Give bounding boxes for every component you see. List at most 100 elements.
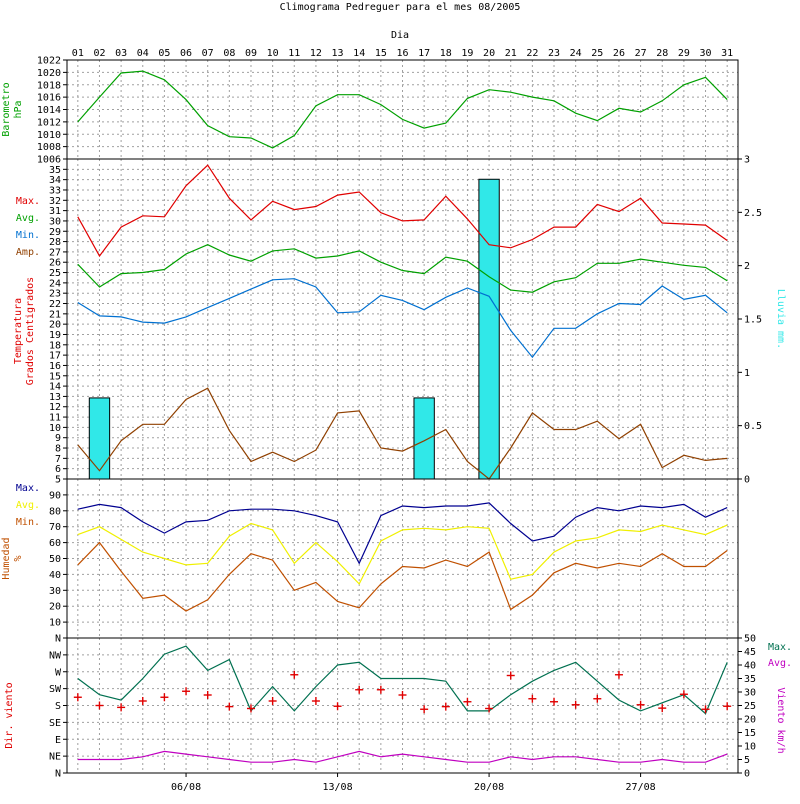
y2-tick-label: 40	[744, 661, 756, 672]
y-axis-title-temperature: Grados Centigrados	[25, 277, 36, 385]
y-tick-label: 23	[49, 289, 61, 300]
rain-bar-day-17	[413, 397, 435, 480]
day-label-25: 25	[591, 48, 603, 59]
wind-direction-marker	[485, 704, 494, 713]
day-label-29: 29	[678, 48, 690, 59]
y-axis-title-humidity: %	[13, 555, 24, 561]
y-tick-label: 16	[49, 361, 61, 372]
wind-direction-marker	[268, 697, 277, 705]
day-label-20: 20	[483, 48, 495, 59]
day-label-10: 10	[267, 48, 279, 59]
y-tick-label: 33	[49, 185, 61, 196]
day-label-17: 17	[418, 48, 430, 59]
wind-direction-marker	[225, 702, 234, 711]
legend-humidity: Max. Avg. Min.	[16, 483, 40, 528]
legend-temperature-min: Min.	[16, 230, 40, 241]
panel-humidity: 10 20 30 40 50 60 70 80 90 Max. Avg. Min. Humedad%	[1, 478, 739, 639]
wind-direction-marker	[160, 693, 169, 702]
legend-humidity-min: Min.	[16, 517, 40, 528]
y-ticks-wind: N NE E SE S SW W NW N 0 5 10 15 20 25 30 35 40 45 50	[49, 634, 756, 780]
wind-direction-marker	[463, 697, 472, 706]
legend-wind: Max. Avg.	[768, 642, 792, 669]
day-label-23: 23	[548, 48, 560, 59]
y-tick-label: SW	[49, 684, 62, 695]
wind-direction-marker	[138, 697, 147, 705]
day-label-24: 24	[570, 48, 582, 59]
rain-bar-day-20	[478, 178, 500, 480]
wind-direction-marker	[614, 670, 623, 679]
day-label-14: 14	[353, 48, 365, 59]
y-tick-label: 70	[49, 522, 61, 533]
wind-direction-marker	[441, 702, 450, 711]
day-label-11: 11	[288, 48, 300, 59]
y-axis-title-humidity: Humedad	[1, 537, 12, 579]
y2-tick-label: 0	[744, 475, 750, 486]
panel-frame-wind	[66, 637, 739, 774]
day-labels-top: 01 02 03 04 05 06 07 08 09 10 11 12 13 14 15 16 17 18 19 20…	[72, 48, 733, 59]
y-tick-label: 60	[49, 538, 61, 549]
wind-direction-marker	[679, 690, 688, 699]
date-label-27-08: 27/08	[626, 782, 656, 793]
y2-tick-label: 20	[744, 715, 756, 726]
legend-temperature: Max. Avg. Min. Amp.	[16, 196, 40, 258]
y-tick-label: 1012	[37, 117, 61, 128]
y-tick-label: 40	[49, 570, 61, 581]
y2-tick-label: 15	[744, 728, 756, 739]
wind-direction-marker	[290, 670, 299, 679]
y-axis-title-temperature: Temperatura	[13, 298, 24, 364]
day-label-15: 15	[375, 48, 387, 59]
wind-direction-marker	[701, 705, 710, 714]
y-tick-label: NW	[49, 650, 62, 661]
series-temperature-amp	[77, 387, 728, 480]
wind-direction-marker	[550, 697, 559, 706]
day-label-01: 01	[72, 48, 84, 59]
panel-wind: N NE E SE S SW W NW N 0 5 10 15 20 25 30 35 40 45 50 Max. Avg…	[4, 634, 792, 780]
y2-tick-label: 5	[744, 755, 750, 766]
wind-direction-marker	[117, 703, 126, 712]
wind-direction-marker	[182, 687, 191, 696]
y-tick-label: 1020	[37, 68, 61, 79]
y-ticks-humidity: 10 20 30 40 50 60 70 80 90	[49, 490, 67, 629]
series-humidity-avg	[77, 522, 728, 585]
y-tick-label: 80	[49, 506, 61, 517]
panel-temperature: 5678910111213141516171819202122232425262…	[13, 155, 786, 486]
day-label-31: 31	[721, 48, 733, 59]
legend-temperature-max: Max.	[16, 196, 40, 207]
y-tick-label: 5	[55, 475, 61, 486]
y-tick-label: 30	[49, 586, 61, 597]
wind-direction-marker	[203, 691, 212, 699]
y-tick-label: SE	[49, 718, 61, 729]
y-tick-label: 11	[49, 413, 61, 424]
day-label-21: 21	[505, 48, 517, 59]
wind-direction-marker	[333, 702, 342, 711]
y-tick-label: 31	[49, 206, 61, 217]
y-tick-label: 22	[49, 299, 61, 310]
wind-direction-markers	[73, 670, 732, 714]
rain-bar-day-2	[88, 397, 111, 480]
y-axis-title-barometer: Barometro	[1, 82, 12, 136]
y-tick-label: 90	[49, 490, 61, 501]
wind-direction-marker	[636, 700, 645, 709]
y-tick-label: 15	[49, 371, 61, 382]
date-label-20-08: 20/08	[474, 782, 504, 793]
date-label-06-08: 06/08	[171, 782, 201, 793]
y-tick-label: 25	[49, 268, 61, 279]
wind-direction-marker	[420, 705, 429, 714]
wind-direction-marker	[398, 691, 407, 699]
y2-tick-label: 50	[744, 634, 756, 645]
day-label-08: 08	[223, 48, 235, 59]
y2-tick-label: 45	[744, 647, 756, 658]
day-label-02: 02	[93, 48, 105, 59]
date-label-13-08: 13/08	[323, 782, 353, 793]
y-tick-label: 6	[55, 464, 61, 475]
day-label-06: 06	[180, 48, 192, 59]
y-tick-label: 21	[49, 309, 61, 320]
y-tick-label: 50	[49, 554, 61, 565]
y-tick-label: 1010	[37, 130, 61, 141]
y-tick-label: 1008	[37, 142, 61, 153]
y-tick-label: 8	[55, 444, 61, 455]
y-ticks-temperature: 5678910111213141516171819202122232425262…	[49, 155, 762, 486]
